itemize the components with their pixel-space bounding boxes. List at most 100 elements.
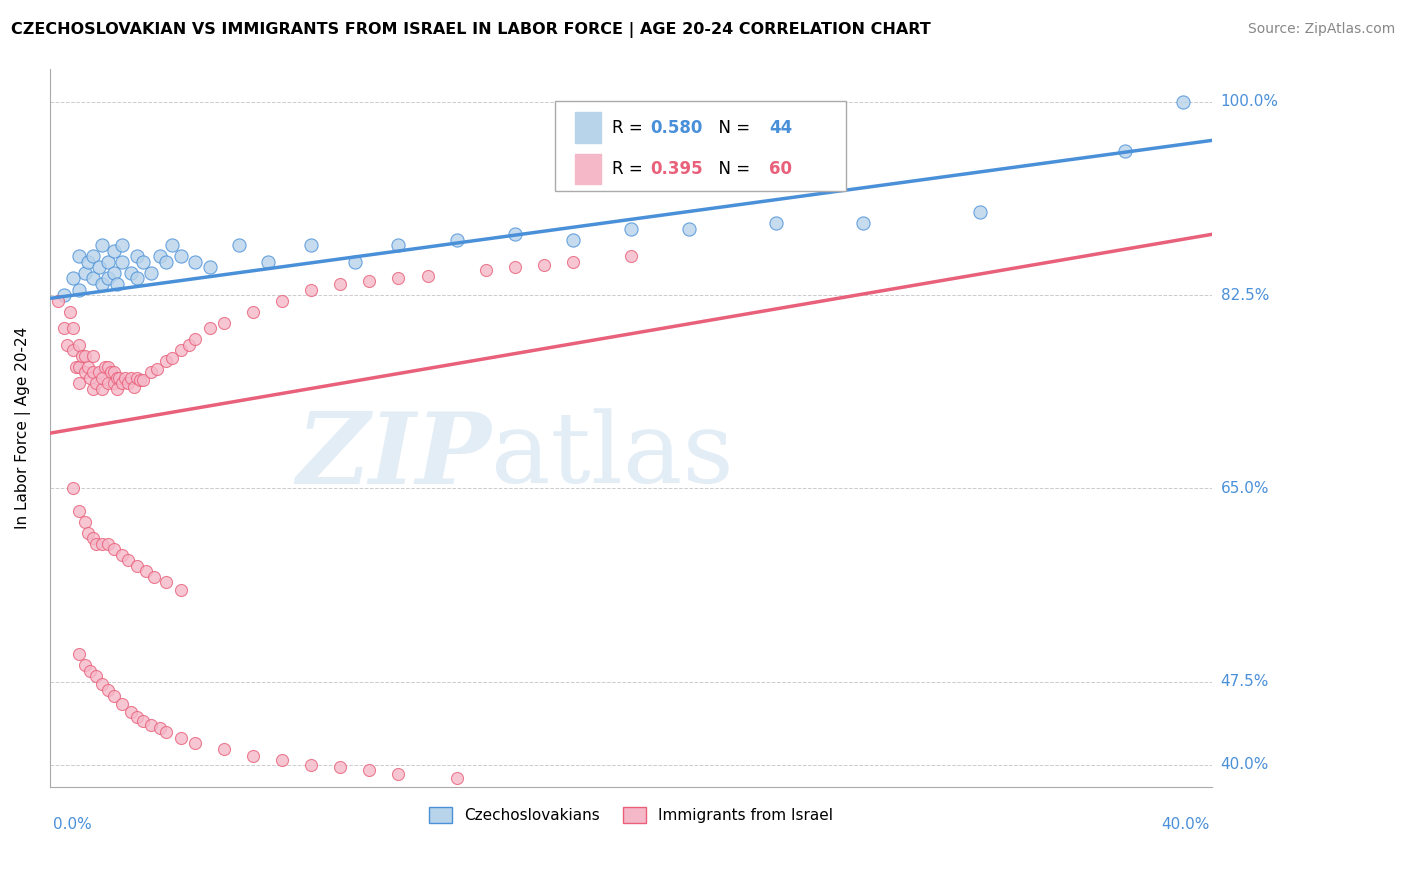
Point [91,371,114,385]
Point [503,260,526,275]
Point [79,371,101,385]
Point [620,221,643,235]
Point [149,249,172,263]
Point [117,376,139,391]
Point [73,515,96,529]
Text: N =: N = [707,119,755,136]
Point [160,351,183,365]
Point [82,531,104,545]
Point [149,721,172,735]
Point [103,366,125,380]
Point [212,316,235,330]
Point [128,373,150,387]
Point [62,271,84,285]
Point [446,233,468,247]
Point [125,371,148,385]
Point [105,371,128,385]
Text: 0.580: 0.580 [651,119,703,136]
Point [343,255,366,269]
Point [67,503,90,517]
Point [91,677,114,691]
Point [561,255,583,269]
Point [387,271,409,285]
Text: 0.395: 0.395 [651,160,703,178]
Point [169,731,191,746]
Point [1171,95,1194,109]
Bar [575,153,600,184]
Point [103,376,125,391]
Point [120,705,142,719]
Point [416,269,439,284]
Text: ZIP: ZIP [297,409,492,505]
Point [299,757,322,772]
FancyBboxPatch shape [555,101,846,191]
Point [56,338,79,352]
Point [125,249,148,263]
Point [103,244,125,258]
Point [141,366,163,380]
Point [73,658,96,673]
Point [122,380,145,394]
Point [111,697,134,711]
Y-axis label: In Labor Force | Age 20-24: In Labor Force | Age 20-24 [15,326,31,529]
Point [70,349,93,363]
Point [111,255,134,269]
Point [62,321,84,335]
Bar [575,112,600,143]
Point [155,255,177,269]
Text: 82.5%: 82.5% [1220,287,1268,302]
Point [82,382,104,396]
Point [169,249,191,263]
Point [474,262,496,277]
Point [79,664,101,678]
Point [143,570,166,584]
Point [97,537,120,551]
Point [155,575,177,590]
Point [446,771,468,785]
Point [94,359,117,374]
Point [359,764,381,778]
Point [120,371,142,385]
Point [65,359,87,374]
Point [67,249,90,263]
Point [242,748,264,763]
Point [89,260,111,275]
Point [53,288,76,302]
Point [120,266,142,280]
Point [91,238,114,252]
Point [132,255,155,269]
Point [184,332,207,346]
Point [212,742,235,756]
Point [132,714,155,728]
Point [73,349,96,363]
Point [91,537,114,551]
Point [111,548,134,562]
Point [155,354,177,368]
Point [179,338,201,352]
Point [53,321,76,335]
Point [125,710,148,724]
Point [242,304,264,318]
Point [76,525,98,540]
Point [97,255,120,269]
Point [67,359,90,374]
Point [125,558,148,573]
Point [105,382,128,396]
Point [141,266,163,280]
Point [76,255,98,269]
Point [67,376,90,391]
Text: CZECHOSLOVAKIAN VS IMMIGRANTS FROM ISRAEL IN LABOR FORCE | AGE 20-24 CORRELATION: CZECHOSLOVAKIAN VS IMMIGRANTS FROM ISRAE… [11,22,931,38]
Point [359,274,381,288]
Point [103,690,125,704]
Point [82,366,104,380]
Point [100,366,122,380]
Point [67,283,90,297]
Point [103,542,125,557]
Point [89,366,111,380]
Point [852,216,875,230]
Point [184,736,207,750]
Text: R =: R = [613,160,648,178]
Point [765,216,787,230]
Point [169,583,191,598]
Text: R =: R = [613,119,648,136]
